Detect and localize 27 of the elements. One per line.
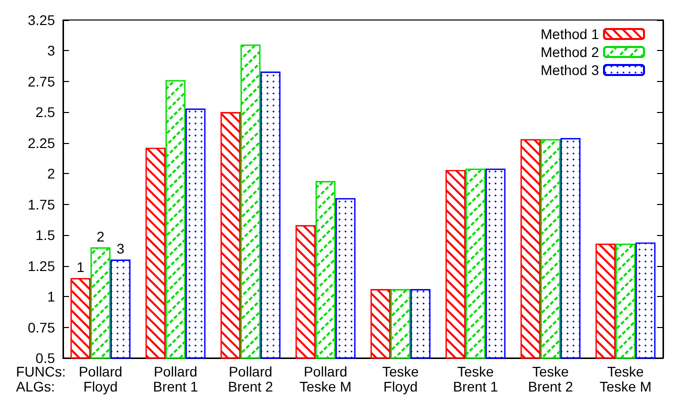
legend-label: Method 1 [540, 26, 600, 42]
legend-label: Method 3 [540, 62, 600, 78]
y-tick-label: 0.75 [28, 319, 56, 336]
x-tick-label: Pollard Brent 2 [228, 364, 274, 394]
y-tick-label: 1.25 [28, 258, 56, 274]
x-tick-label: Teske Floyd [382, 364, 419, 394]
annotation: 3 [116, 240, 125, 257]
y-tick-label: 2 [47, 166, 56, 182]
text: FUNCs: ALGs: [16, 364, 66, 394]
x-tick-label: Pollard Floyd [78, 364, 122, 394]
y-tick-label: 3 [47, 42, 56, 59]
x-tick-label: Teske Brent 1 [452, 364, 498, 394]
x-tick-label: Pollard Teske M [299, 364, 352, 394]
y-tick-label: 1.75 [28, 196, 56, 212]
x-tick-label: Teske Brent 2 [528, 364, 574, 394]
y-tick-label: 3.25 [28, 12, 56, 28]
legend-label: Method 2 [540, 44, 600, 60]
annotation: 1 [76, 259, 85, 276]
y-tick-label: 1.5 [36, 227, 56, 244]
y-tick-label: 2.25 [28, 134, 56, 151]
y-tick-label: 2.75 [28, 73, 56, 90]
x-tick-label: Teske Teske M [599, 364, 652, 394]
y-tick-label: 2.5 [36, 104, 56, 120]
x-tick-label: Pollard Brent 1 [152, 364, 198, 394]
y-tick-label: 1 [47, 288, 56, 305]
annotation: 2 [96, 228, 105, 244]
y-tick-label: 0.5 [36, 350, 56, 366]
